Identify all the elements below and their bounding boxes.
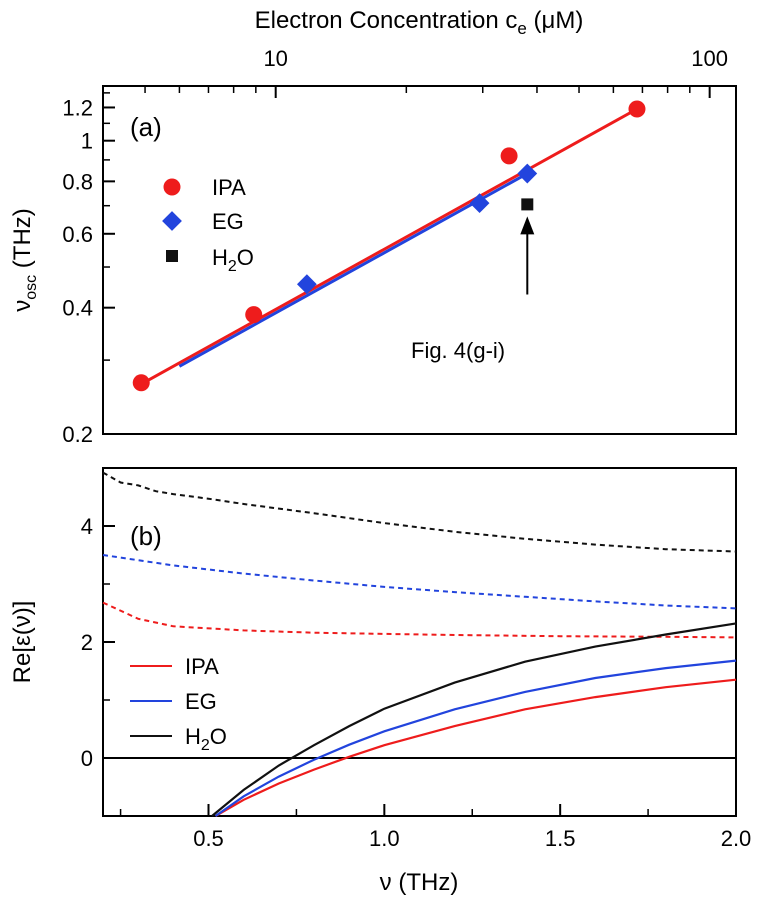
legend-a-eg-marker bbox=[162, 211, 182, 231]
panel-a-annotation: Fig. 4(g-i) bbox=[411, 216, 535, 363]
legend-b-eg-label: EG bbox=[185, 689, 217, 714]
legend-b-h2o-label: H2O bbox=[185, 724, 227, 754]
panel-a-frame bbox=[102, 85, 737, 435]
a-y-tick-label: 0.8 bbox=[62, 169, 93, 194]
legend-b-ipa-label: IPA bbox=[185, 654, 219, 679]
top-tick-label: 100 bbox=[691, 46, 728, 71]
data-point-ipa bbox=[245, 306, 263, 324]
b-x-tick-label: 1.5 bbox=[545, 826, 576, 851]
legend-a-ipa-label: IPA bbox=[212, 175, 246, 200]
legend-a-h2o-marker bbox=[166, 250, 178, 262]
solid-line-ipa bbox=[214, 678, 737, 817]
b-x-tick-label: 1.0 bbox=[369, 826, 400, 851]
a-y-tick-label: 0.6 bbox=[62, 222, 93, 247]
b-y-tick-label: 0 bbox=[81, 746, 93, 771]
b-x-tick-label: 0.5 bbox=[193, 826, 224, 851]
panel-a-label: (a) bbox=[130, 112, 162, 142]
dashed-line-h2o bbox=[102, 471, 737, 553]
data-point-ipa bbox=[132, 374, 150, 392]
a-y-tick-label: 1 bbox=[81, 129, 93, 154]
panel-a-legend: IPA EG H2O bbox=[162, 175, 254, 275]
panel-b-legend: IPA EG H2O bbox=[130, 654, 227, 754]
data-point-eg bbox=[296, 274, 317, 295]
panel-a: 10 100 0.2 0.4 0.6 0.8 1 1.2 (a) IPA EG H2O Fig… bbox=[9, 46, 737, 447]
annotation-arrow-head bbox=[520, 216, 535, 235]
dashed-line-ipa bbox=[102, 601, 737, 639]
fit-line-eg bbox=[178, 172, 529, 368]
panel-a-data-points bbox=[132, 100, 646, 392]
data-point-ipa bbox=[500, 147, 518, 165]
solid-line-h2o bbox=[211, 622, 737, 817]
legend-a-h2o-label: H2O bbox=[212, 245, 254, 275]
panel-b-label: (b) bbox=[130, 521, 162, 551]
data-point-h2o bbox=[521, 198, 534, 211]
panel-a-fit-lines bbox=[140, 107, 638, 386]
data-point-eg bbox=[469, 193, 490, 214]
b-y-tick-label: 2 bbox=[81, 630, 93, 655]
panel-a-ticks: 10 100 0.2 0.4 0.6 0.8 1 1.2 bbox=[62, 46, 728, 447]
b-x-tick-label: 2.0 bbox=[721, 826, 752, 851]
data-point-ipa bbox=[628, 100, 646, 118]
panel-b-ticks: 0.5 1.0 1.5 2.0 0 2 4 bbox=[81, 514, 752, 851]
panel-b-lines bbox=[102, 471, 737, 817]
panel-b-x-axis-title: ν (THz) bbox=[380, 869, 459, 896]
top-axis-title: Electron Concentration ce (μM) bbox=[255, 7, 584, 38]
a-y-tick-label: 1.2 bbox=[62, 95, 93, 120]
panel-b-y-axis-title: Re[ε(ν)] bbox=[9, 601, 36, 684]
b-y-tick-label: 4 bbox=[81, 514, 93, 539]
legend-a-eg-label: EG bbox=[212, 209, 244, 234]
dashed-line-eg bbox=[102, 554, 737, 610]
legend-a-ipa-marker bbox=[163, 178, 181, 196]
panel-a-y-axis-title: νosc (THz) bbox=[9, 208, 40, 312]
a-y-tick-label: 0.4 bbox=[62, 296, 93, 321]
top-tick-label: 10 bbox=[263, 46, 287, 71]
a-y-tick-label: 0.2 bbox=[62, 422, 93, 447]
panel-b-frame bbox=[102, 467, 737, 817]
annotation-text: Fig. 4(g-i) bbox=[411, 338, 505, 363]
fit-line-ipa bbox=[140, 107, 638, 386]
solid-line-eg bbox=[214, 659, 737, 817]
